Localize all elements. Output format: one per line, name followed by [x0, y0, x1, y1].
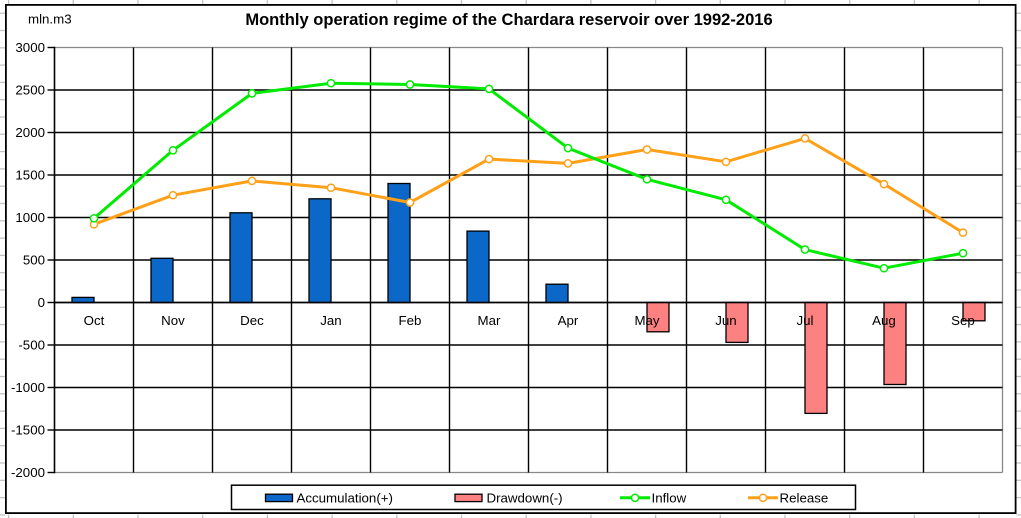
svg-text:Accumulation(+): Accumulation(+) — [297, 490, 393, 505]
svg-text:2000: 2000 — [15, 125, 45, 140]
svg-text:Dec: Dec — [240, 313, 264, 328]
svg-text:Drawdown(-): Drawdown(-) — [487, 490, 563, 505]
svg-text:1000: 1000 — [15, 210, 45, 225]
svg-text:Sep: Sep — [951, 313, 975, 328]
svg-text:500: 500 — [23, 253, 45, 268]
svg-text:Jan: Jan — [320, 313, 341, 328]
svg-text:-1500: -1500 — [11, 423, 45, 438]
svg-text:Feb: Feb — [399, 313, 422, 328]
svg-text:1500: 1500 — [15, 168, 45, 183]
svg-text:Apr: Apr — [558, 313, 579, 328]
svg-text:2500: 2500 — [15, 83, 45, 98]
svg-text:May: May — [634, 313, 659, 328]
svg-text:Oct: Oct — [84, 313, 105, 328]
svg-text:Mar: Mar — [478, 313, 501, 328]
svg-text:-2000: -2000 — [11, 465, 45, 480]
svg-text:3000: 3000 — [15, 40, 45, 55]
svg-text:Jun: Jun — [715, 313, 736, 328]
svg-text:Jul: Jul — [797, 313, 814, 328]
svg-text:mln.m3: mln.m3 — [28, 12, 72, 27]
svg-text:Aug: Aug — [872, 313, 896, 328]
svg-text:Release: Release — [780, 490, 829, 505]
svg-text:Nov: Nov — [161, 313, 185, 328]
svg-text:0: 0 — [38, 295, 45, 310]
svg-text:-1000: -1000 — [11, 380, 45, 395]
svg-text:-500: -500 — [18, 338, 45, 353]
svg-text:Monthly operation regime of th: Monthly operation regime of the Chardara… — [245, 10, 772, 29]
svg-text:Inflow: Inflow — [652, 490, 687, 505]
